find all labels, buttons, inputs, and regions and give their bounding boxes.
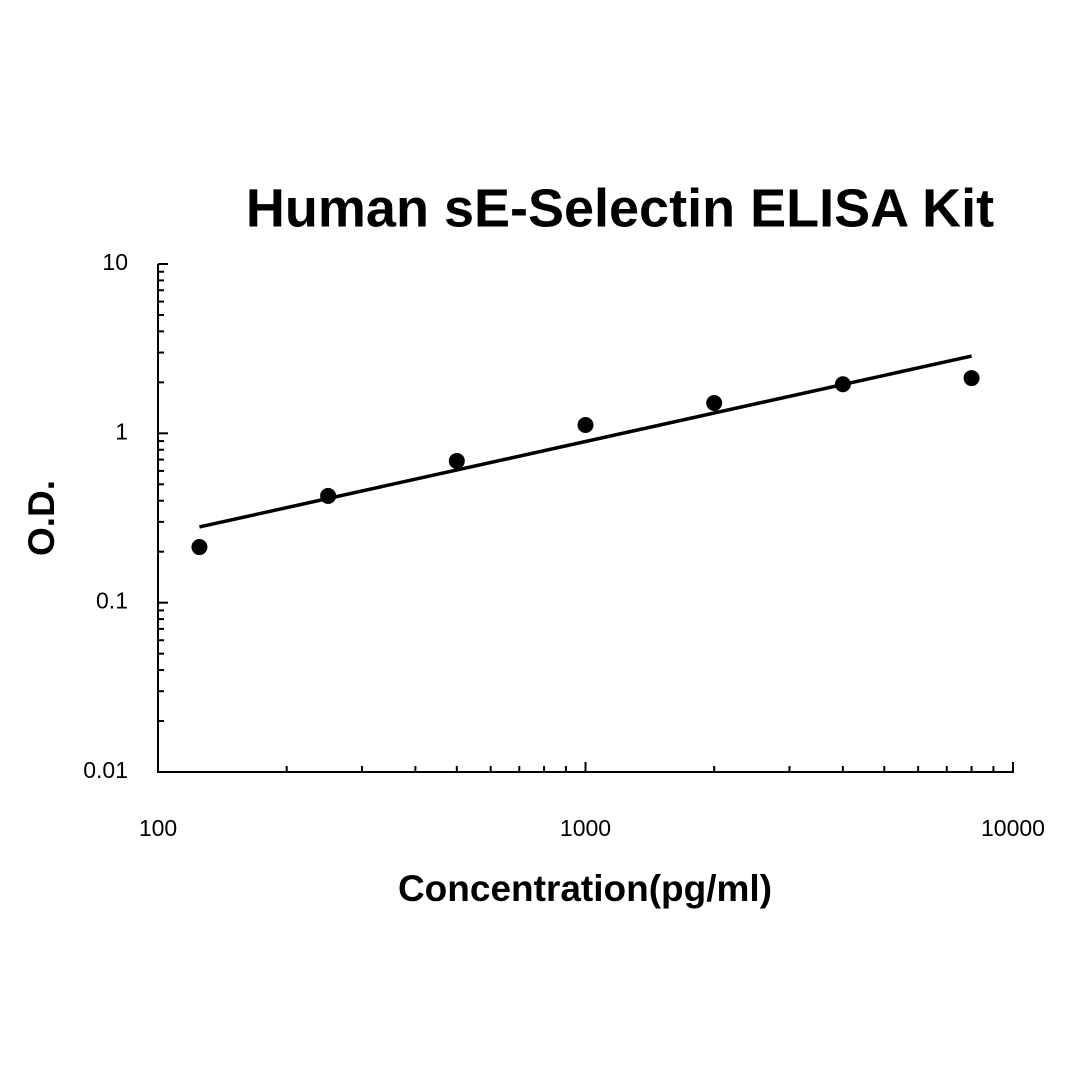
data-point xyxy=(577,416,594,433)
data-point xyxy=(963,370,980,387)
y-tick-label: 0.1 xyxy=(96,588,128,614)
trend-line xyxy=(199,354,972,529)
y-tick-label: 0.01 xyxy=(83,757,128,783)
data-point xyxy=(448,452,465,469)
y-axis-label: O.D. xyxy=(21,480,62,556)
x-tick-label: 100 xyxy=(139,815,177,841)
chart-title: Human sE-Selectin ELISA Kit xyxy=(246,178,994,238)
y-tick-label: 10 xyxy=(102,249,128,275)
y-tick-label: 1 xyxy=(115,418,128,444)
x-tick-label: 1000 xyxy=(560,815,611,841)
data-point xyxy=(706,395,723,412)
x-axis-label: Concentration(pg/ml) xyxy=(398,868,772,909)
x-tick-label: 10000 xyxy=(981,815,1045,841)
data-point xyxy=(191,539,208,556)
